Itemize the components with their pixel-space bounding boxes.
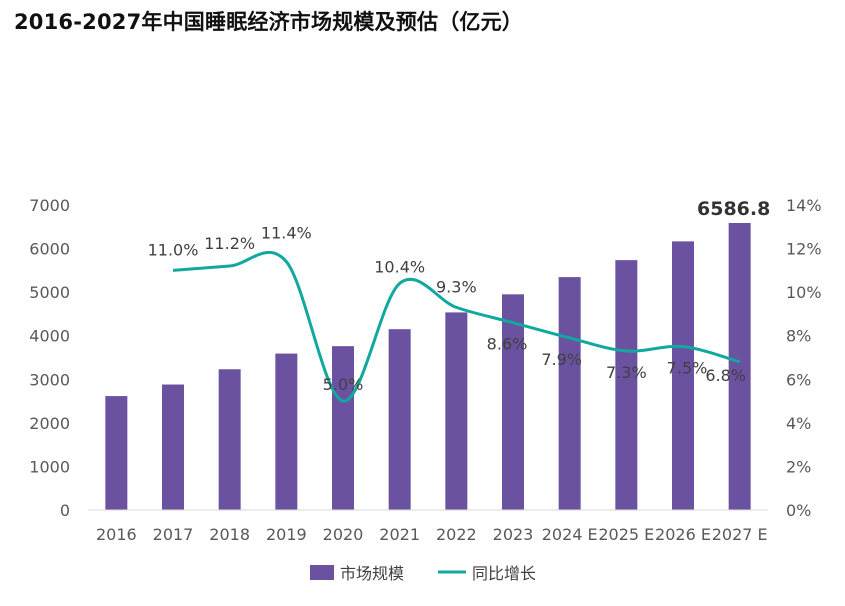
x-tick-label: 2020 [323, 525, 364, 544]
bar [105, 396, 128, 510]
legend: 市场规模 同比增长 [310, 564, 536, 583]
left-y-tick-label: 2000 [29, 414, 70, 433]
bar [728, 223, 751, 510]
x-tick-label: 2024 E [542, 525, 598, 544]
right-y-tick-label: 12% [786, 240, 822, 259]
growth-data-label: 11.0% [148, 240, 199, 259]
right-y-tick-label: 8% [786, 327, 811, 346]
bar [672, 241, 694, 510]
x-tick-label: 2021 [379, 525, 420, 544]
bar [218, 369, 241, 510]
left-y-tick-label: 7000 [29, 196, 70, 215]
x-tick-label: 2025 E [598, 525, 654, 544]
right-y-tick-label: 4% [786, 414, 811, 433]
growth-data-label: 6.8% [705, 366, 746, 385]
right-y-tick-label: 2% [786, 457, 811, 476]
bar [162, 384, 184, 510]
growth-data-label: 5.0% [323, 375, 364, 394]
x-tick-label: 2026 E [655, 525, 711, 544]
x-tick-label: 2019 [266, 525, 307, 544]
bar [275, 353, 298, 510]
right-y-tick-label: 0% [786, 501, 811, 520]
bar-series [105, 223, 751, 510]
right-y-tick-label: 14% [786, 196, 822, 215]
left-y-tick-label: 5000 [29, 283, 70, 302]
bar [445, 312, 468, 510]
growth-line [172, 250, 741, 403]
right-y-tick-label: 6% [786, 370, 811, 389]
x-tick-label: 2027 E [712, 525, 768, 544]
left-y-tick-label: 1000 [29, 457, 70, 476]
growth-data-label: 7.3% [606, 363, 647, 382]
left-y-tick-label: 4000 [29, 327, 70, 346]
x-axis: 2016 2017 2018 2019 2020 2021 2022 2023 2024 E 20… [96, 525, 768, 544]
line-series [172, 250, 741, 403]
bar-value-label: 6586.8 [697, 198, 770, 220]
growth-data-label: 10.4% [374, 257, 425, 276]
growth-data-label: 7.5% [667, 359, 708, 378]
left-y-tick-label: 6000 [29, 240, 70, 259]
x-tick-label: 2016 [96, 525, 137, 544]
left-y-tick-label: 3000 [29, 370, 70, 389]
growth-data-label: 11.4% [261, 224, 312, 243]
bar [388, 329, 411, 510]
bar [502, 294, 524, 510]
left-y-tick-label: 0 [60, 501, 70, 520]
bar [332, 346, 354, 510]
data-labels: 11.0% 11.2% 11.4% 5.0% 10.4% 9.3% 8.6% 7.9% 7.3%… [148, 198, 771, 394]
right-y-tick-label: 10% [786, 283, 822, 302]
growth-data-label: 7.9% [541, 350, 582, 369]
growth-data-label: 8.6% [487, 335, 528, 354]
growth-data-label: 11.2% [204, 234, 255, 253]
legend-line-label: 同比增长 [472, 564, 536, 583]
right-y-axis: 0% 2% 4% 6% 8% 10% 12% 14% [786, 196, 822, 520]
bar [558, 277, 581, 510]
legend-bar-label: 市场规模 [340, 564, 404, 583]
x-tick-label: 2017 [153, 525, 194, 544]
left-y-axis: 0 1000 2000 3000 4000 5000 6000 7000 [29, 196, 70, 520]
x-tick-label: 2022 [436, 525, 477, 544]
chart-title: 2016-2027年中国睡眠经济市场规模及预估（亿元） [14, 10, 524, 34]
x-tick-label: 2018 [209, 525, 250, 544]
x-tick-label: 2023 [493, 525, 534, 544]
bar [615, 260, 638, 510]
growth-data-label: 9.3% [436, 277, 477, 296]
legend-bar-swatch [310, 565, 334, 580]
